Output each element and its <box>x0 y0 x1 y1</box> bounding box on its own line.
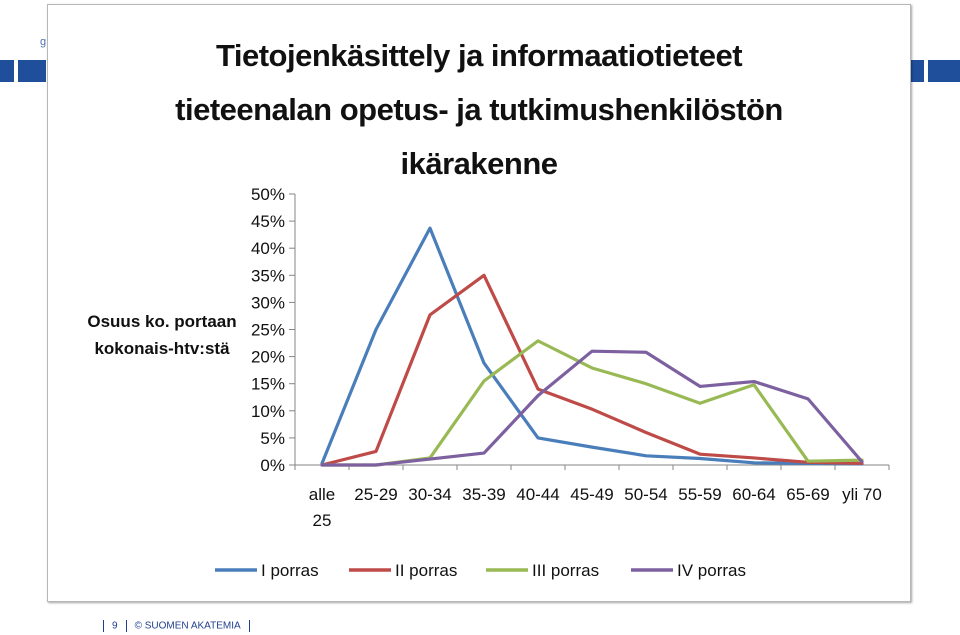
y-tick-label: 30% <box>251 293 285 312</box>
footer-divider <box>125 620 127 632</box>
line-chart: 0% 5% 10% 15% 20% 25% 30% 35% 40% 45% 50% alle 25 25-… <box>215 185 890 580</box>
series-line-1 <box>320 226 864 466</box>
x-tick-label: 60-64 <box>732 485 775 504</box>
chart-title: Tietojenkäsittely ja informaatiotieteet … <box>48 29 910 191</box>
copyright-text: © SUOMEN AKATEMIA <box>134 620 241 632</box>
slide-accent-bar-right <box>910 60 960 82</box>
chart-frame: Tietojenkäsittely ja informaatiotieteet … <box>47 4 911 602</box>
y-tick-label: 0% <box>260 456 285 475</box>
x-tick-label: 35-39 <box>462 485 505 504</box>
chart-title-line-1: Tietojenkäsittely ja informaatiotieteet <box>215 38 743 73</box>
x-tick-label: 40-44 <box>516 485 559 504</box>
slide-accent-bar-left <box>0 60 46 82</box>
series-line-2 <box>320 273 864 467</box>
legend-label: II porras <box>395 561 457 580</box>
x-tick-label: 45-49 <box>570 485 613 504</box>
x-tick-label: 25-29 <box>354 485 397 504</box>
slide-corner-mark: g <box>40 36 47 48</box>
y-axis-label-line-2: kokonais-htv:stä <box>94 339 230 358</box>
y-axis-label: Osuus ko. portaan kokonais-htv:stä <box>62 308 262 362</box>
y-tick-label: 15% <box>251 375 285 394</box>
y-tick-label: 25% <box>251 321 285 340</box>
x-tick-label: yli 70 <box>842 485 882 504</box>
y-tick-label: 20% <box>251 348 285 367</box>
y-axis-label-line-1: Osuus ko. portaan <box>87 312 237 331</box>
y-tick-label: 5% <box>260 429 285 448</box>
x-tick-label: 50-54 <box>624 485 667 504</box>
y-tick-label: 35% <box>251 266 285 285</box>
chart-title-line-3: ikärakenne <box>400 146 559 181</box>
slide-footer: 9 © SUOMEN AKATEMIA <box>95 620 258 634</box>
legend-label: I porras <box>261 561 319 580</box>
page-number: 9 <box>112 620 118 632</box>
series-line-4 <box>320 349 864 467</box>
chart-title-line-2: tieteenalan opetus- ja tutkimushenkilöst… <box>175 92 783 127</box>
footer-divider <box>248 620 250 632</box>
y-tick-label: 40% <box>251 239 285 258</box>
legend-label: IV porras <box>677 561 746 580</box>
x-tick-label: alle 25 <box>309 485 335 530</box>
x-tick-label: 30-34 <box>408 485 451 504</box>
legend-label: III porras <box>532 561 599 580</box>
y-tick-label: 45% <box>251 212 285 231</box>
footer-divider <box>103 620 104 632</box>
x-tick-label: 55-59 <box>678 485 721 504</box>
y-tick-label: 50% <box>251 185 285 204</box>
y-tick-label: 10% <box>251 402 285 421</box>
x-tick-label: 65-69 <box>786 485 829 504</box>
